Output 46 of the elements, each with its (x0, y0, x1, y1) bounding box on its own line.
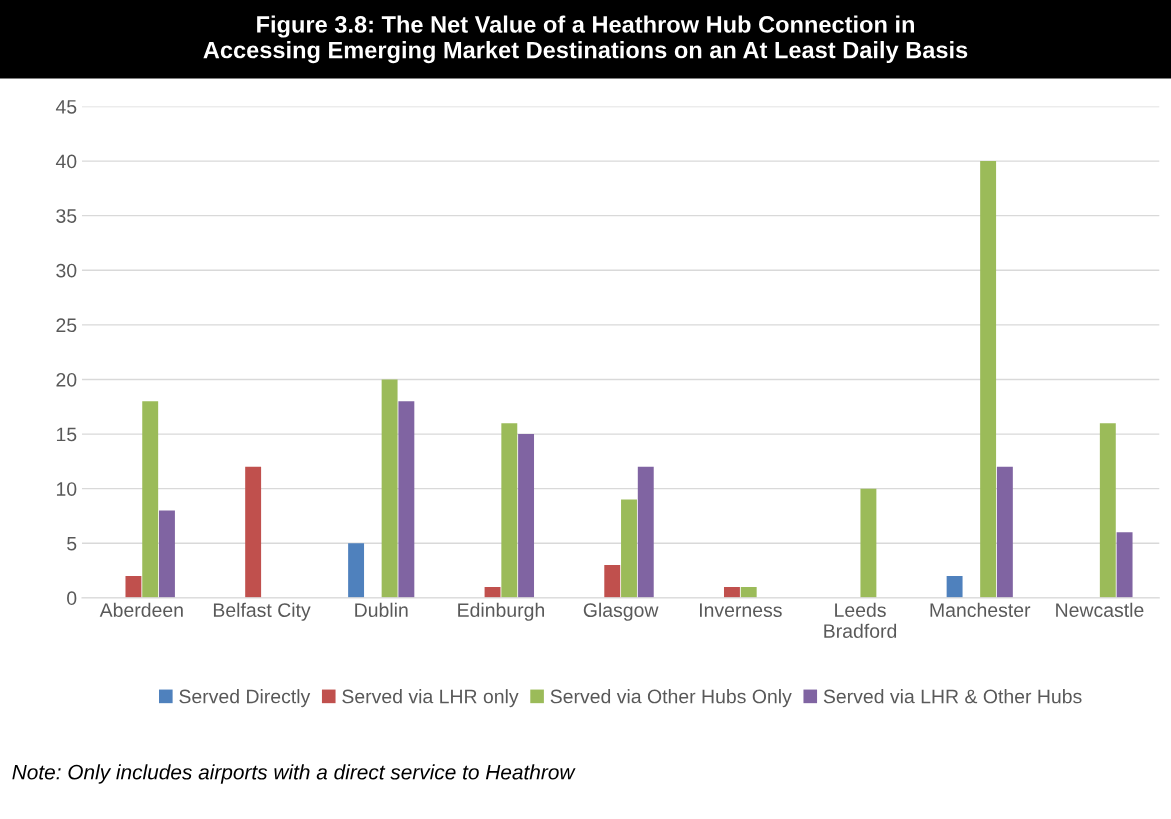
y-tick-label: 15 (56, 427, 77, 442)
legend-label: Served Directly (179, 689, 311, 708)
y-tick-label: 30 (56, 263, 77, 278)
bar (604, 565, 621, 598)
chart-title: Figure 3.8: The Net Value of a Heathrow Hub Connection in Accessing Emerging Market Destinations on an At Least Daily Basis (203, 15, 968, 64)
text: Note: Only includes airports with a direct service to Heathrow (12, 764, 576, 784)
bar (723, 586, 740, 598)
bar (621, 499, 637, 598)
x-tick-label: Leeds Bradford (824, 602, 897, 638)
y-tick-label: 5 (67, 536, 77, 551)
bar (740, 586, 757, 598)
bar (518, 434, 535, 598)
legend-label: Served via LHR & Other Hubs (823, 689, 1082, 704)
x-tick-label: Newcastle (1056, 602, 1144, 618)
bar (946, 576, 963, 598)
y-tick-label: 45 (55, 100, 77, 114)
x-tick-label: Inverness (699, 603, 782, 618)
y-tick-label: 0 (67, 591, 77, 606)
bar (348, 543, 365, 598)
y-tick-label: 40 (55, 154, 77, 169)
bar (125, 576, 142, 598)
bar (1099, 423, 1116, 598)
bar (637, 466, 654, 598)
legend-label: Served via Other Hubs Only (550, 689, 792, 708)
bar (142, 401, 159, 598)
x-tick-label: Belfast City (213, 602, 311, 621)
x-tick-label: Manchester (930, 602, 1031, 618)
bar (159, 510, 175, 598)
bar (996, 466, 1013, 598)
y-tick-label: 35 (56, 209, 77, 223)
bar (484, 586, 501, 598)
y-tick-label: 10 (56, 482, 77, 496)
bar (501, 423, 518, 598)
legend-label: Served via LHR only (342, 689, 519, 708)
bar (245, 466, 262, 598)
bar (381, 379, 398, 598)
bar (1116, 532, 1133, 598)
x-tick-label: Glasgow (583, 602, 659, 621)
x-tick-label: Edinburgh (458, 602, 544, 621)
y-tick-label: 25 (56, 318, 77, 333)
y-tick-label: 20 (56, 372, 77, 387)
x-tick-label: Dublin (355, 602, 408, 618)
bar (980, 161, 997, 598)
bar (398, 401, 415, 598)
x-tick-label: Aberdeen (99, 602, 183, 618)
bar (860, 488, 877, 598)
